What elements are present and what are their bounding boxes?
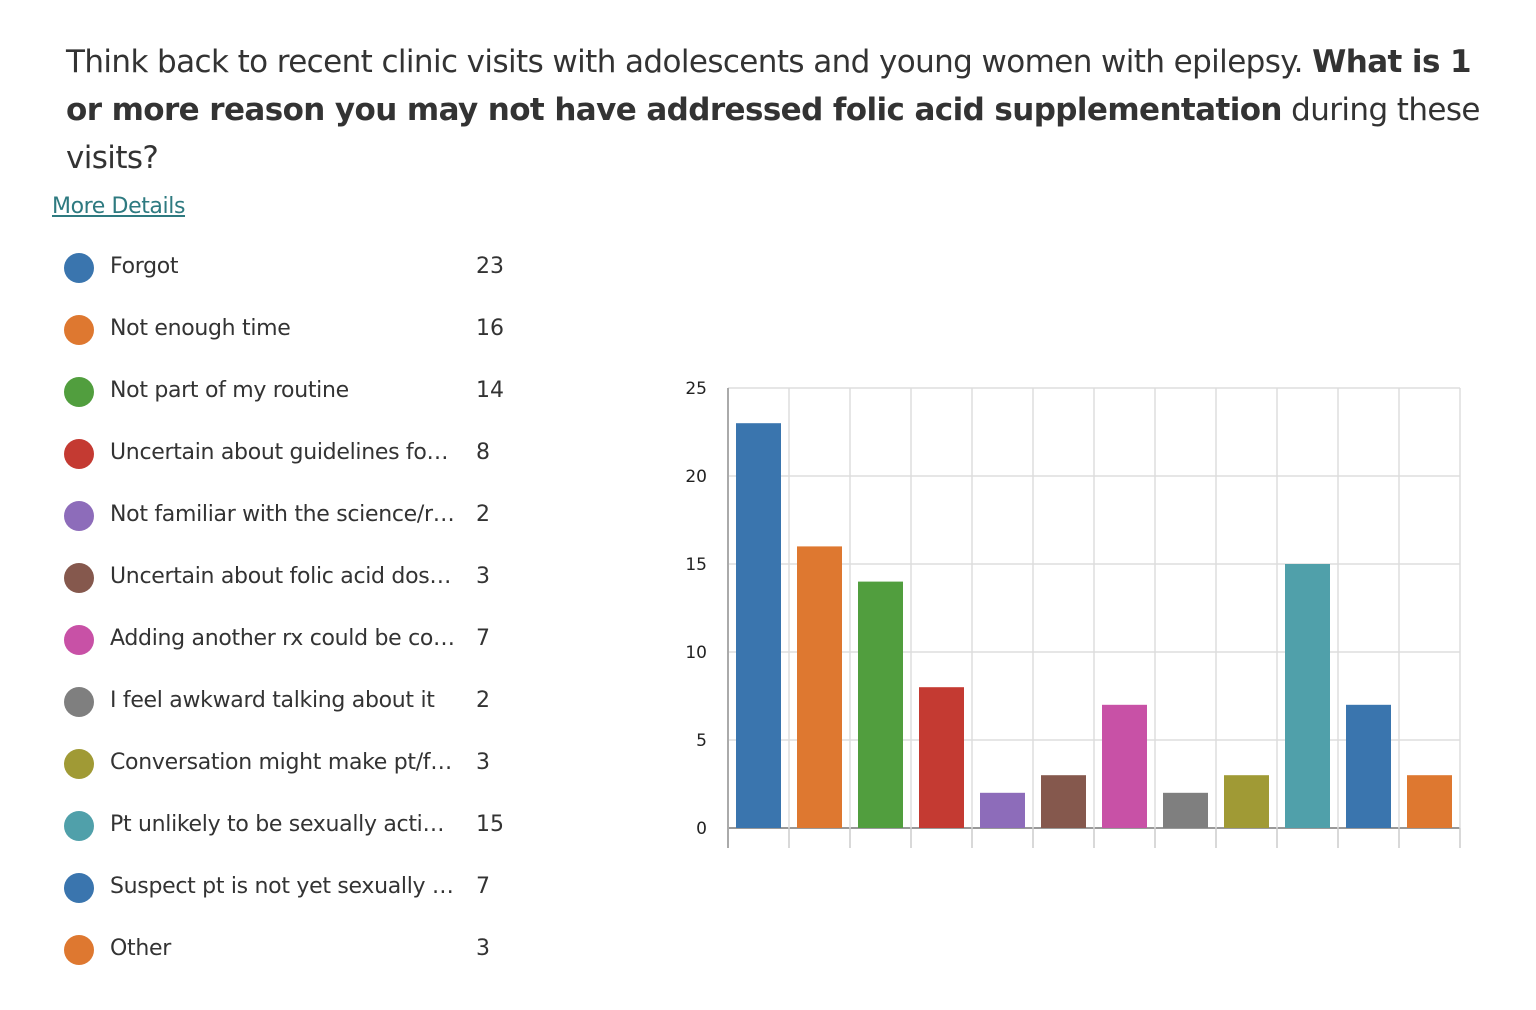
legend-count: 23 — [476, 254, 504, 279]
legend-count: 15 — [476, 812, 504, 837]
legend-count: 2 — [476, 502, 490, 527]
legend-item[interactable]: Conversation might make pt/f… 3 — [64, 744, 524, 784]
legend-count: 14 — [476, 378, 504, 403]
y-tick-label: 15 — [685, 555, 707, 575]
bar-6 — [1041, 775, 1086, 828]
legend-color-dot — [64, 811, 94, 841]
legend-item[interactable]: Uncertain about guidelines for… 8 — [64, 434, 524, 474]
legend-color-dot — [64, 439, 94, 469]
legend-item[interactable]: I feel awkward talking about it 2 — [64, 682, 524, 722]
legend-count: 3 — [476, 936, 490, 961]
legend-color-dot — [64, 687, 94, 717]
y-tick-label: 5 — [696, 731, 707, 751]
bar-12 — [1407, 775, 1452, 828]
legend-count: 7 — [476, 626, 490, 651]
legend-color-dot — [64, 377, 94, 407]
legend-item[interactable]: Other 3 — [64, 930, 524, 970]
bar-2 — [797, 546, 842, 828]
legend-item[interactable]: Not familiar with the science/r… 2 — [64, 496, 524, 536]
more-details-link[interactable]: More Details — [52, 194, 186, 219]
legend-color-dot — [64, 873, 94, 903]
legend-color-dot — [64, 625, 94, 655]
y-tick-label: 10 — [685, 643, 707, 663]
legend-color-dot — [64, 749, 94, 779]
legend-count: 16 — [476, 316, 504, 341]
y-tick-label: 20 — [685, 467, 707, 487]
legend-color-dot — [64, 253, 94, 283]
title-bold-text: What is 1 or more reason you may not hav… — [66, 44, 1472, 128]
bar-1 — [736, 423, 781, 828]
legend-count: 2 — [476, 688, 490, 713]
title-text-end: during these visits? — [66, 92, 1481, 176]
title-text: Think back to recent clinic visits with … — [66, 44, 1313, 80]
legend-item[interactable]: Adding another rx could be co… 7 — [64, 620, 524, 660]
bar-7 — [1102, 704, 1147, 828]
legend-count: 7 — [476, 874, 490, 899]
legend-item[interactable]: Forgot 23 — [64, 248, 524, 288]
legend-color-dot — [64, 563, 94, 593]
bar-5 — [980, 792, 1025, 828]
legend-count: 8 — [476, 440, 490, 465]
bar-8 — [1163, 792, 1208, 828]
bar-10 — [1285, 564, 1330, 828]
legend-color-dot — [64, 935, 94, 965]
legend-item[interactable]: Not part of my routine 14 — [64, 372, 524, 412]
bar-4 — [919, 687, 964, 828]
legend-count: 3 — [476, 750, 490, 775]
legend-item[interactable]: Uncertain about folic acid dosi… 3 — [64, 558, 524, 598]
legend-count: 3 — [476, 564, 490, 589]
legend-item[interactable]: Pt unlikely to be sexually activ… 15 — [64, 806, 524, 846]
y-tick-label: 0 — [696, 819, 707, 839]
legend-color-dot — [64, 315, 94, 345]
legend-color-dot — [64, 501, 94, 531]
bar-11 — [1346, 704, 1391, 828]
legend-item[interactable]: Suspect pt is not yet sexually … 7 — [64, 868, 524, 908]
bar-9 — [1224, 775, 1269, 828]
legend-item[interactable]: Not enough time 16 — [64, 310, 524, 350]
question-title: Think back to recent clinic visits with … — [66, 38, 1506, 182]
y-tick-label: 25 — [685, 379, 707, 399]
bar-3 — [858, 581, 903, 828]
